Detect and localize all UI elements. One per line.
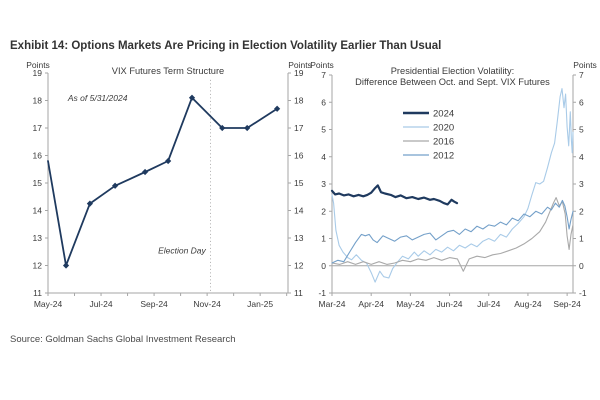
y-tick-label: 13 [294,233,304,243]
exhibit-title: Exhibit 14: Options Markets Are Pricing … [10,40,442,52]
y-tick-label: 11 [294,288,303,298]
y-axis-caption-right: Points [573,60,597,70]
y-tick-label: 14 [294,206,304,216]
y-tick-label: 0 [321,261,326,271]
x-tick-label: Aug-24 [514,299,542,309]
y-tick-label: 15 [33,178,43,188]
y-tick-label: 17 [33,123,43,133]
y-tick-label: 19 [294,68,304,78]
as-of-annotation: As of 5/31/2024 [67,93,128,103]
y-tick-label: 7 [579,70,584,80]
x-tick-label: May-24 [396,299,425,309]
axes: -1 -1 0 0 1 1 2 2 3 3 4 4 5 5 6 6 7 7 Mar-24 Apr-24 May-24 Ju… [310,60,597,309]
y-tick-label: 3 [579,179,584,189]
source-note: Source: Goldman Sachs Global Investment … [10,334,236,345]
y-tick-label: 13 [33,233,43,243]
y-tick-label: -1 [318,288,326,298]
x-tick-label: Apr-24 [358,299,384,309]
vix-term-structure-chart: 11 11 12 12 13 13 14 14 15 15 16 16 17 17 18 18 19 19 May-… [26,60,312,309]
legend-item-2016: 2016 [403,137,454,148]
chart-title: Presidential Election Volatility: [391,66,515,76]
y-tick-label: 11 [33,288,42,298]
y-tick-label: 19 [33,68,43,78]
data-point-marker [219,124,226,132]
y-tick-label: 14 [33,206,43,216]
election-volatility-chart: -1 -1 0 0 1 1 2 2 3 3 4 4 5 5 6 6 7 7 Mar-24 Apr-24 May-24 Ju… [310,60,597,309]
series-2020 [331,88,574,283]
legend: 2024 2020 2016 2012 [403,109,454,162]
y-tick-label: 18 [33,96,43,106]
y-tick-label: 0 [579,261,584,271]
x-tick-label: Mar-24 [319,299,346,309]
data-point-marker [274,105,281,112]
y-tick-label: 2 [579,206,584,216]
y-tick-label: 4 [579,152,584,162]
x-tick-label: Jul-24 [89,299,112,309]
legend-item-2024: 2024 [403,109,454,120]
y-tick-label: -1 [579,288,587,298]
chart-title: VIX Futures Term Structure [112,66,224,76]
chart-title: Difference Between Oct. and Sept. VIX Fu… [355,77,550,87]
x-tick-label: May-24 [34,299,63,309]
y-tick-label: 6 [579,97,584,107]
data-point-marker [244,124,251,132]
legend-label: 2012 [433,151,454,162]
y-tick-label: 12 [33,261,43,271]
legend-label: 2016 [433,137,454,148]
y-tick-label: 4 [321,152,326,162]
data-point-marker [111,182,119,189]
legend-label: 2020 [433,123,454,134]
election-day-label: Election Day [158,245,206,255]
data-point-marker [86,200,94,207]
y-tick-label: 1 [579,234,584,244]
legend-item-2012: 2012 [403,151,454,162]
data-point-marker [62,262,70,269]
y-tick-label: 15 [294,178,304,188]
y-tick-label: 6 [321,97,326,107]
y-tick-label: 16 [294,151,304,161]
y-tick-label: 16 [33,151,43,161]
y-tick-label: 17 [294,123,304,133]
y-axis-caption-left: Points [26,60,50,70]
y-axis-caption-left: Points [310,60,334,70]
series-2024 [330,184,459,206]
data-point-marker [141,168,149,176]
series-vix [47,94,281,269]
axes: 11 11 12 12 13 13 14 14 15 15 16 16 17 17 18 18 19 19 May-… [26,60,312,309]
x-tick-label: Sep-24 [553,299,581,309]
y-tick-label: 18 [294,96,304,106]
series-2012 [331,199,574,264]
y-tick-label: 1 [321,234,326,244]
y-axis-caption-right: Points [288,60,312,70]
x-tick-label: Jul-24 [477,299,500,309]
y-tick-label: 5 [579,125,584,135]
y-tick-label: 5 [321,125,326,135]
series-2016 [331,197,574,272]
x-tick-label: Jun-24 [437,299,463,309]
y-tick-label: 12 [294,261,304,271]
x-tick-label: Sep-24 [140,299,168,309]
x-tick-label: Nov-24 [193,299,221,309]
y-tick-label: 3 [321,179,326,189]
legend-item-2020: 2020 [403,123,454,134]
data-point-marker [165,157,172,165]
y-tick-label: 7 [321,70,326,80]
y-tick-label: 2 [321,206,326,216]
x-tick-label: Jan-25 [247,299,273,309]
legend-label: 2024 [433,109,454,120]
